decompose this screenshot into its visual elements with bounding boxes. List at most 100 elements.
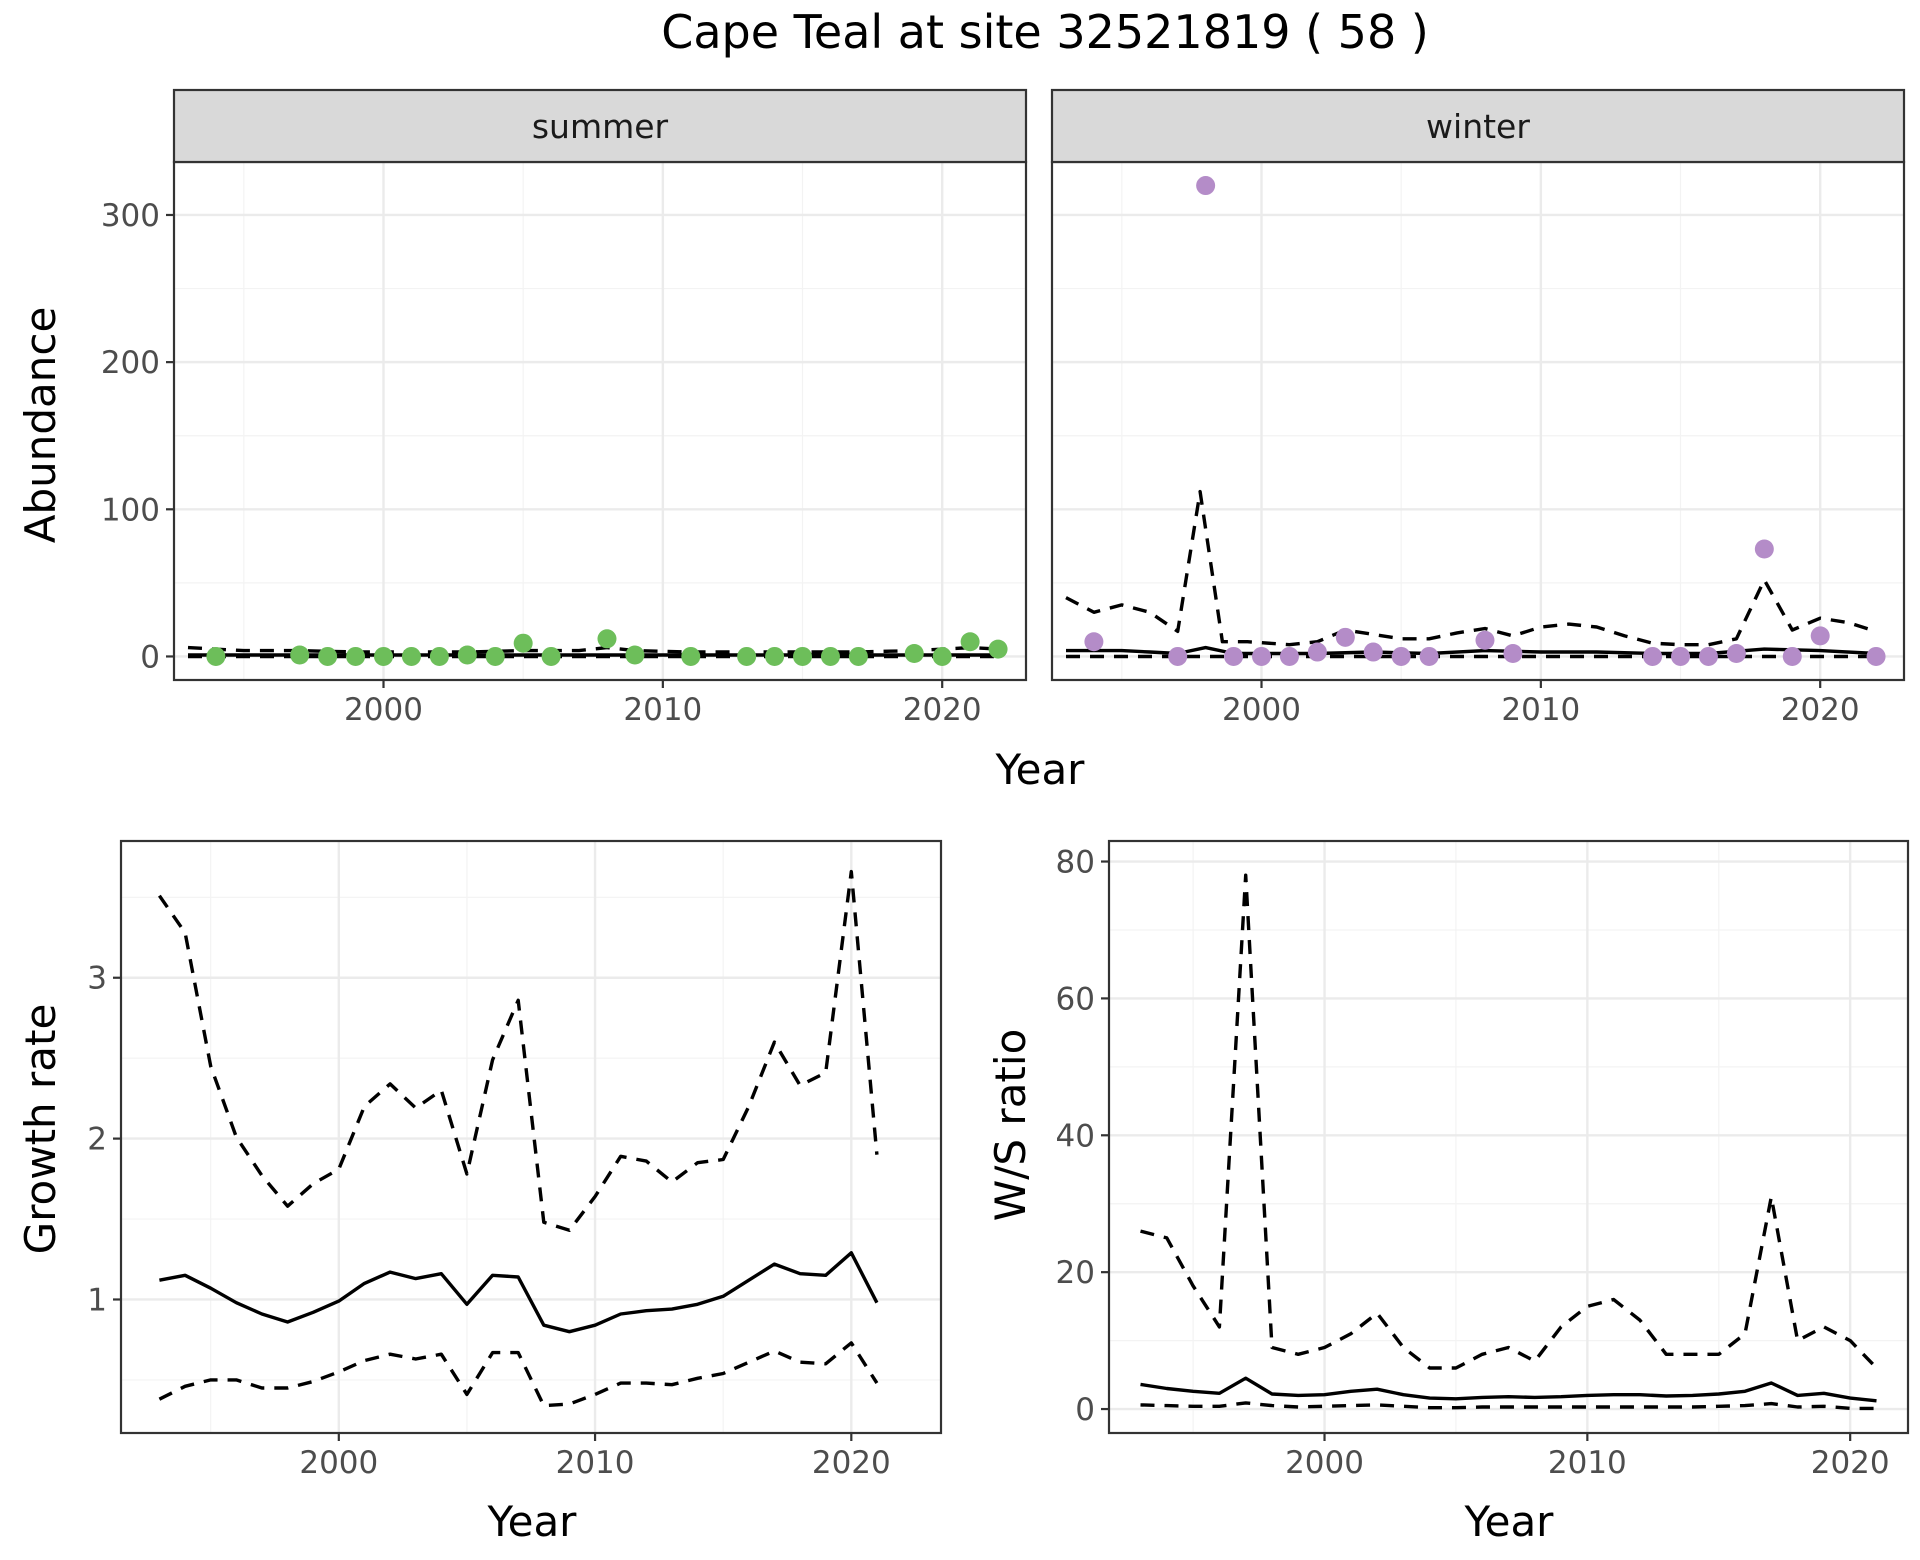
- y-tick-label: 1: [87, 1282, 107, 1318]
- x-tick-label: 2010: [1548, 1445, 1627, 1481]
- data-point: [1866, 646, 1886, 666]
- data-point: [988, 639, 1008, 659]
- winter-panel: 2000 2010 2020 winter: [1050, 88, 1906, 728]
- x-tick-label: 2020: [903, 692, 982, 728]
- x-tick-label: 2020: [812, 1445, 891, 1481]
- growth-y-axis-title: Growth rate: [16, 1004, 65, 1255]
- data-point: [597, 629, 617, 649]
- y-tick-label: 20: [1056, 1255, 1095, 1291]
- ws-y-axis-title: W/S ratio: [986, 1029, 1035, 1222]
- y-tick-label: 0: [140, 639, 160, 675]
- data-point: [1754, 539, 1774, 559]
- y-tick-label: 2: [87, 1122, 107, 1158]
- y-tick-label: 300: [101, 198, 160, 234]
- summer-panel: 2000 2010 2020 0 100 200 300 summer: [101, 88, 1028, 728]
- data-point: [485, 646, 505, 666]
- x-tick-label: 2010: [556, 1445, 635, 1481]
- data-point: [457, 645, 477, 665]
- facet-strip-label: winter: [1426, 107, 1530, 146]
- growth-x-axis-title: Year: [487, 1497, 578, 1546]
- data-point: [206, 646, 226, 666]
- growth-rate-panel: 2000 2010 2020 1 2 3: [87, 839, 943, 1481]
- x-tick-label: 2000: [299, 1445, 378, 1481]
- data-point: [1279, 646, 1299, 666]
- figure-title: Cape Teal at site 32521819 ( 58 ): [661, 5, 1429, 59]
- data-point: [1168, 646, 1188, 666]
- series-line-1: [1065, 489, 1877, 647]
- ws-ratio-chart: W/S ratio Year 2000 2010 2020 0 20 40 60 80: [986, 839, 1910, 1546]
- series-line-2: [1140, 1401, 1877, 1411]
- data-point: [625, 645, 645, 665]
- data-point: [513, 633, 533, 653]
- data-point: [904, 644, 924, 664]
- data-point: [960, 632, 980, 652]
- data-point: [932, 646, 952, 666]
- panel-background: [1052, 162, 1904, 680]
- series-line-1: [1140, 873, 1878, 1370]
- y-tick-label: 80: [1056, 845, 1095, 881]
- data-point: [374, 646, 394, 666]
- x-tick-label: 2000: [344, 692, 423, 728]
- data-point: [1391, 646, 1411, 666]
- y-tick-label: 3: [87, 961, 107, 997]
- facet-strip-label: summer: [532, 107, 669, 146]
- data-point: [820, 646, 840, 666]
- abundance-y-axis-title: Abundance: [16, 307, 65, 544]
- data-point: [1252, 646, 1272, 666]
- data-point: [848, 646, 868, 666]
- panel-background: [1109, 841, 1908, 1433]
- panel-background: [121, 841, 941, 1433]
- data-point: [1726, 644, 1746, 664]
- data-point: [1335, 627, 1355, 647]
- data-point: [765, 646, 785, 666]
- abundance-chart: Abundance Year 2000 2010 2020 0 100 200 300 sum…: [16, 88, 1906, 794]
- data-point: [401, 646, 421, 666]
- facet-strip: [1050, 88, 1906, 164]
- series-line-0: [1140, 1376, 1877, 1403]
- data-point: [1196, 176, 1216, 196]
- data-point: [1307, 642, 1327, 662]
- y-tick-label: 200: [101, 345, 160, 381]
- data-point: [1698, 646, 1718, 666]
- panel-border: [1107, 839, 1910, 1435]
- data-point: [1363, 642, 1383, 662]
- x-tick-label: 2020: [1811, 1445, 1890, 1481]
- y-tick-label: 60: [1056, 981, 1095, 1017]
- data-point: [318, 646, 338, 666]
- data-point: [1084, 632, 1104, 652]
- ws-ratio-panel: 2000 2010 2020 0 20 40 60 80: [1056, 839, 1910, 1481]
- data-point: [1782, 646, 1802, 666]
- data-point: [346, 646, 366, 666]
- series-line-1: [158, 869, 879, 1232]
- data-point: [793, 646, 813, 666]
- series-line-0: [159, 1251, 879, 1334]
- abundance-x-axis-title: Year: [995, 745, 1086, 794]
- y-tick-label: 100: [101, 492, 160, 528]
- data-point: [1810, 626, 1830, 646]
- ws-x-axis-title: Year: [1464, 1497, 1555, 1546]
- data-point: [1224, 646, 1244, 666]
- data-point: [1419, 646, 1439, 666]
- x-tick-label: 2010: [623, 692, 702, 728]
- growth-rate-chart: Growth rate Year 2000 2010 2020 1 2 3: [16, 839, 943, 1546]
- x-tick-label: 2000: [1285, 1445, 1364, 1481]
- data-point: [737, 646, 757, 666]
- series-line-2: [158, 1341, 879, 1408]
- panel-background: [174, 162, 1026, 680]
- data-point: [1475, 630, 1495, 650]
- y-tick-label: 40: [1056, 1118, 1095, 1154]
- facet-strip: [172, 88, 1028, 164]
- data-point: [541, 646, 561, 666]
- x-tick-label: 2000: [1222, 692, 1301, 728]
- data-point: [290, 645, 310, 665]
- data-point: [429, 646, 449, 666]
- data-point: [1671, 646, 1691, 666]
- data-point: [681, 646, 701, 666]
- panel-border: [119, 839, 943, 1435]
- x-tick-label: 2020: [1781, 692, 1860, 728]
- data-point: [1503, 644, 1523, 664]
- data-point: [1643, 646, 1663, 666]
- x-tick-label: 2010: [1501, 692, 1580, 728]
- y-tick-label: 0: [1075, 1392, 1095, 1428]
